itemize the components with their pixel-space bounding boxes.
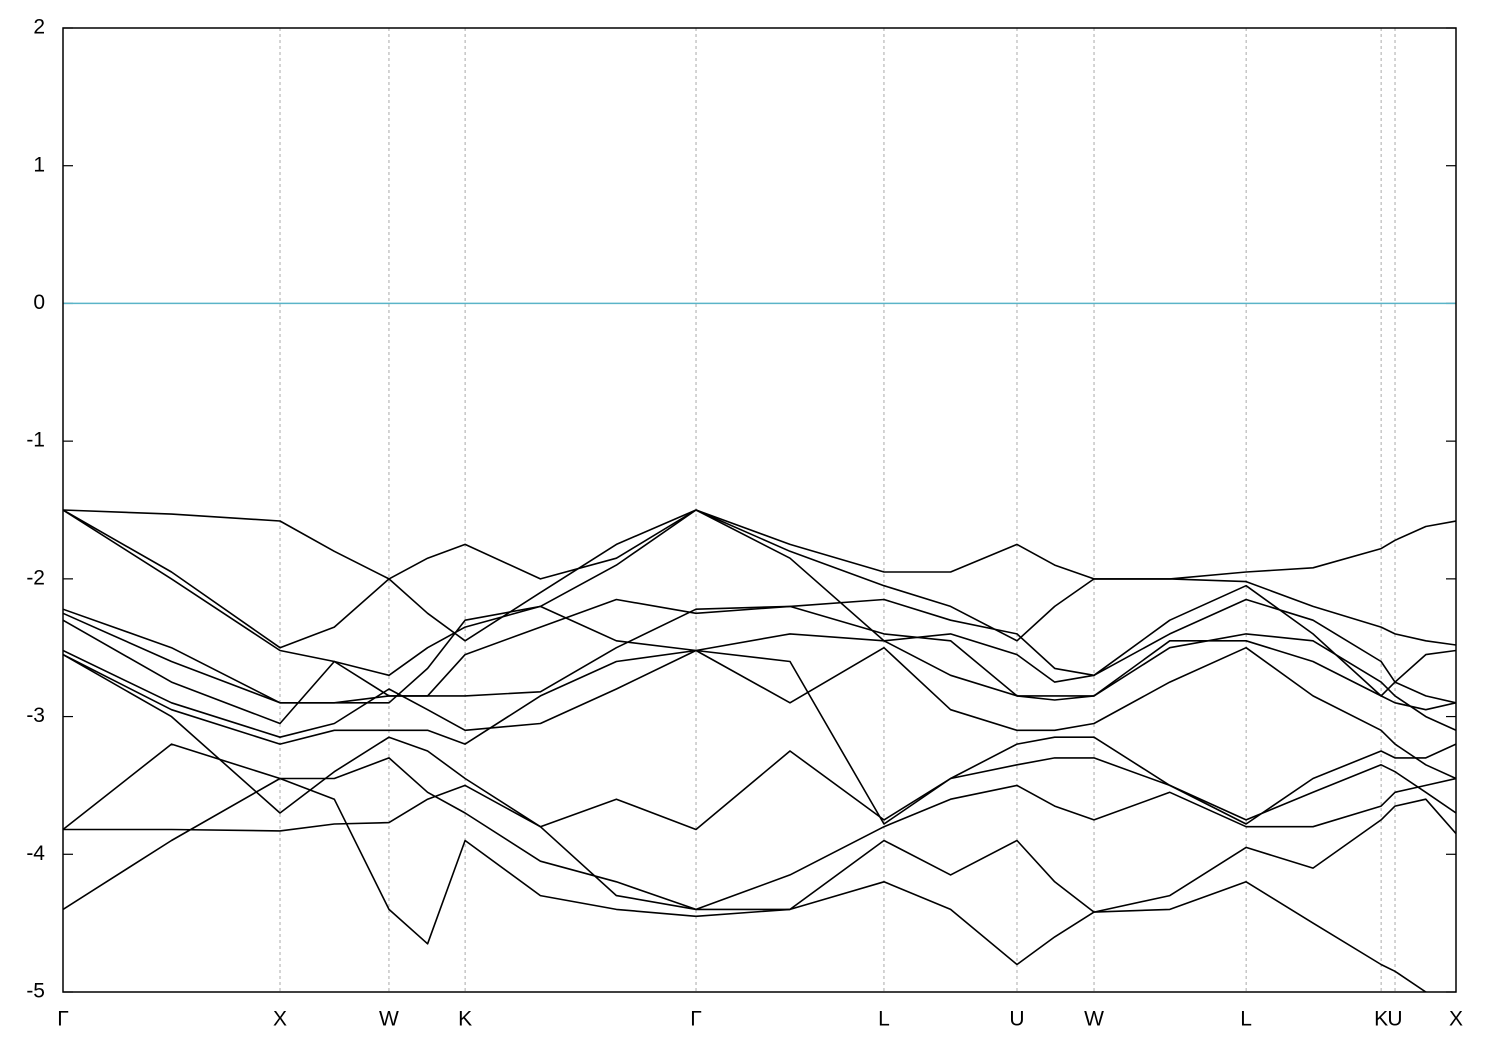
x-tick-label: Γ bbox=[57, 1008, 69, 1031]
x-tick-label: W bbox=[1084, 1008, 1104, 1031]
band-line bbox=[63, 598, 1456, 732]
x-tick-label: K bbox=[1374, 1008, 1388, 1031]
band-line bbox=[63, 649, 1456, 825]
x-tick-label: L bbox=[878, 1008, 890, 1031]
band-line bbox=[63, 509, 1456, 649]
x-tick-label: X bbox=[1449, 1008, 1463, 1031]
band-line bbox=[63, 784, 1456, 913]
y-tick-label: -2 bbox=[26, 566, 45, 589]
band-line bbox=[63, 598, 1456, 704]
y-tick-label: -5 bbox=[26, 980, 45, 1003]
bands bbox=[63, 302, 1456, 992]
x-tick-label: U bbox=[1387, 1008, 1402, 1031]
y-tick-label: -1 bbox=[26, 429, 45, 452]
band-line bbox=[63, 509, 1456, 642]
x-tick-label: Γ bbox=[690, 1008, 702, 1031]
plot-frame bbox=[62, 27, 1457, 993]
x-tick-label: X bbox=[273, 1008, 287, 1031]
band-line bbox=[63, 646, 1456, 780]
y-tick-label: -4 bbox=[26, 842, 45, 865]
x-tick-label: L bbox=[1240, 1008, 1252, 1031]
x-tick-label: U bbox=[1009, 1008, 1024, 1031]
y-tick-label: 1 bbox=[33, 153, 45, 176]
y-tick-label: -3 bbox=[26, 704, 45, 727]
band-line bbox=[63, 653, 1456, 831]
y-tick-label: 2 bbox=[33, 16, 45, 39]
y-tick-label: 0 bbox=[33, 291, 45, 314]
x-tick-label: K bbox=[458, 1008, 472, 1031]
x-tick-label: W bbox=[379, 1008, 399, 1031]
band-line bbox=[63, 605, 1456, 711]
band-line bbox=[63, 743, 1456, 911]
band-line bbox=[63, 777, 1428, 992]
